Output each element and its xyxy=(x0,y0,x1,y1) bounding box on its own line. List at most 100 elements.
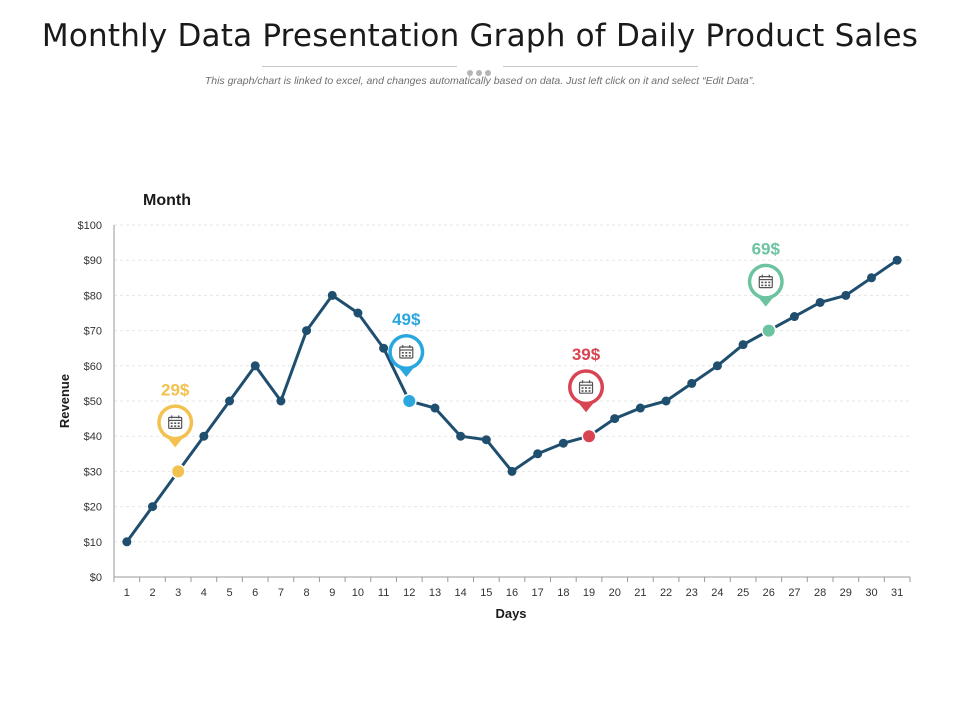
x-tick-label: 31 xyxy=(891,587,903,599)
calendar-cell xyxy=(764,281,767,284)
data-point xyxy=(430,403,440,413)
chart-title: Month xyxy=(143,192,191,209)
x-tick-label: 28 xyxy=(814,587,826,599)
x-tick-label: 23 xyxy=(686,587,698,599)
data-point xyxy=(456,431,466,441)
x-tick-label: 19 xyxy=(583,587,595,599)
annotation-label: 49$ xyxy=(392,310,421,329)
y-tick-label: $10 xyxy=(84,537,102,549)
data-point xyxy=(353,308,363,318)
calendar-cell xyxy=(585,387,588,389)
y-tick-label: $30 xyxy=(84,466,102,478)
y-tick-label: $50 xyxy=(84,396,102,408)
calendar-icon xyxy=(578,380,594,394)
x-tick-label: 26 xyxy=(763,587,775,599)
annotation-pin: 69$ xyxy=(747,240,784,307)
data-point xyxy=(507,466,517,476)
annotation-label: 69$ xyxy=(752,240,781,259)
data-point xyxy=(841,290,851,300)
x-tick-label: 22 xyxy=(660,587,672,599)
x-tick-label: 17 xyxy=(532,587,544,599)
x-tick-label: 4 xyxy=(201,587,207,599)
data-point xyxy=(558,438,568,448)
y-tick-label: $80 xyxy=(84,290,102,302)
calendar-frame xyxy=(578,381,594,394)
page-subtitle: This graph/chart is linked to excel, and… xyxy=(204,75,756,87)
x-tick-label: 29 xyxy=(840,587,852,599)
y-tick-label: $90 xyxy=(84,255,102,267)
x-tick-label: 30 xyxy=(865,587,877,599)
x-axis-label: Days xyxy=(495,606,526,621)
annotation-pin: 29$ xyxy=(157,380,194,448)
highlight-point xyxy=(583,430,596,443)
data-point xyxy=(327,290,337,300)
calendar-cell xyxy=(588,390,591,392)
calendar-cell xyxy=(170,425,173,427)
x-tick-label: 3 xyxy=(175,587,181,599)
highlight-point xyxy=(172,465,185,478)
calendar-icon xyxy=(168,415,183,429)
annotation-pin: 49$ xyxy=(388,310,425,377)
calendar-cell xyxy=(768,281,771,284)
data-point xyxy=(892,255,902,265)
calendar-cell xyxy=(588,387,591,389)
y-tick-label: $70 xyxy=(84,326,102,338)
y-tick-label: $20 xyxy=(84,502,102,514)
x-tick-label: 21 xyxy=(634,587,646,599)
y-tick-label: $100 xyxy=(78,220,102,232)
annotation-label: 39$ xyxy=(572,345,601,364)
calendar-cell xyxy=(581,387,584,389)
data-point xyxy=(122,537,132,547)
calendar-cell xyxy=(768,284,771,287)
calendar-frame xyxy=(168,416,183,429)
data-point xyxy=(250,361,260,371)
data-point xyxy=(148,502,158,512)
data-point xyxy=(225,396,235,406)
x-tick-label: 2 xyxy=(149,587,155,599)
calendar-cell xyxy=(408,352,411,354)
data-point xyxy=(481,435,491,445)
data-point xyxy=(712,361,722,371)
data-point xyxy=(276,396,286,406)
x-tick-label: 25 xyxy=(737,587,749,599)
highlight-point xyxy=(762,324,775,337)
data-point xyxy=(302,326,312,336)
data-point xyxy=(789,312,799,322)
x-tick-label: 13 xyxy=(429,587,441,599)
calendar-cell xyxy=(764,284,767,287)
annotation-pin: 39$ xyxy=(568,345,605,413)
calendar-cell xyxy=(401,355,404,357)
calendar-cell xyxy=(177,422,180,424)
x-tick-label: 10 xyxy=(352,587,364,599)
x-tick-label: 11 xyxy=(378,587,389,599)
x-tick-label: 20 xyxy=(609,587,621,599)
data-point xyxy=(687,378,697,388)
data-point xyxy=(866,273,876,283)
calendar-cell xyxy=(585,390,588,392)
y-axis-label: Revenue xyxy=(57,374,72,428)
calendar-icon xyxy=(758,274,773,289)
x-tick-label: 1 xyxy=(124,587,130,599)
x-tick-label: 9 xyxy=(329,587,335,599)
data-point xyxy=(610,414,620,424)
highlight-point xyxy=(403,395,416,407)
annotation-label: 29$ xyxy=(161,380,190,399)
calendar-cell xyxy=(170,422,173,424)
x-tick-label: 8 xyxy=(304,587,310,599)
calendar-cell xyxy=(174,422,177,424)
calendar-cell xyxy=(174,425,177,427)
page-title: Monthly Data Presentation Graph of Daily… xyxy=(41,18,919,54)
calendar-cell xyxy=(405,352,408,354)
calendar-cell xyxy=(408,355,411,357)
calendar-icon xyxy=(399,345,414,359)
data-point xyxy=(815,297,825,307)
x-tick-label: 6 xyxy=(252,587,258,599)
y-tick-label: $40 xyxy=(84,431,102,443)
calendar-cell xyxy=(761,281,764,284)
x-tick-label: 7 xyxy=(278,587,284,599)
data-point xyxy=(738,340,748,350)
data-point xyxy=(379,343,389,353)
data-point xyxy=(635,403,645,413)
calendar-frame xyxy=(399,346,414,359)
y-tick-label: $0 xyxy=(90,572,102,584)
